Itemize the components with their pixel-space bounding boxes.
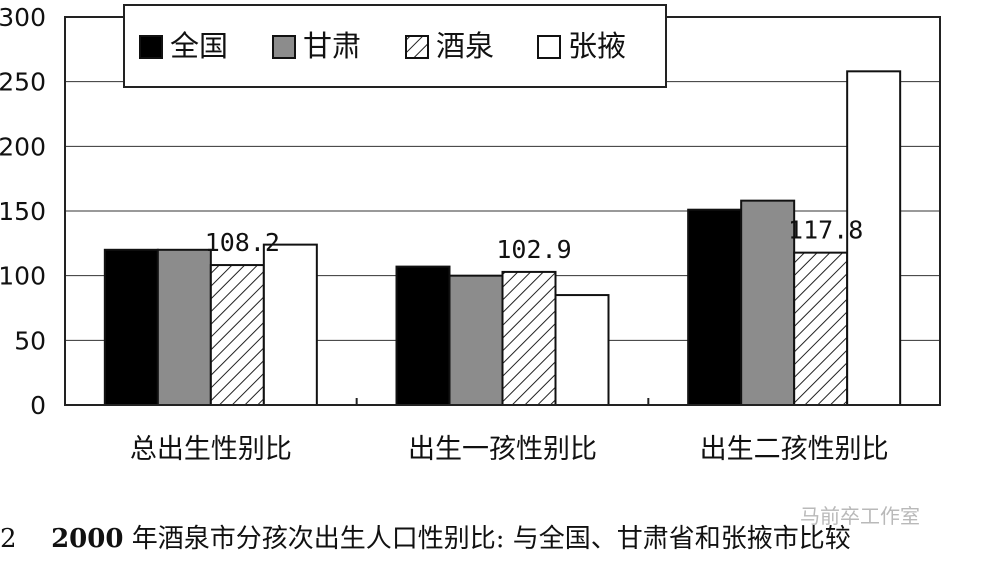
legend-swatch [139,35,163,59]
legend-swatch [405,35,429,59]
bar [209,264,265,406]
bar [448,274,504,406]
bar [156,248,212,406]
x-category-label: 总出生性别比 [130,434,292,465]
legend-swatch [537,35,561,59]
y-axis-ticks: 0 50 100 150 200 250 300 [0,3,46,420]
data-label: 117.8 [788,216,863,245]
bar [501,270,557,406]
bars [103,70,902,407]
legend-label: 酒泉 [436,29,494,63]
y-tick-label: 0 [30,391,46,420]
figure-caption: 2 2000 年酒泉市分孩次出生人口性别比: 与全国、甘肃省和张掖市比较 [0,518,851,558]
caption-text: 年酒泉市分孩次出生人口性别比: 与全国、甘肃省和张掖市比较 [131,524,851,554]
legend-swatch [272,35,296,59]
bar-chart: 0 50 100 150 200 250 300 108.2 102.9 117.8 总出生性别… [0,3,941,465]
legend: 全国 甘肃 酒泉 张掖 [123,4,667,88]
data-label: 102.9 [496,235,571,264]
bar [846,70,902,406]
watermark-text: 马前卒工作室 [800,504,920,528]
x-category-label: 出生二孩性别比 [700,434,889,465]
bar [262,243,318,406]
data-labels: 108.2 102.9 117.8 [205,216,864,264]
legend-box [123,4,667,88]
caption-year: 2000 [51,524,124,554]
y-tick-label: 50 [14,326,46,355]
y-tick-label: 250 [0,68,46,97]
x-axis-labels: 总出生性别比 出生一孩性别比 出生二孩性别比 [130,398,889,465]
x-category-label: 出生一孩性别比 [408,434,597,465]
bar [793,251,849,406]
bar [395,265,451,407]
data-label: 108.2 [205,228,280,257]
bar [554,294,610,407]
y-tick-label: 100 [0,262,46,291]
y-tick-label: 300 [0,3,46,32]
bar [103,248,159,406]
bar [740,199,796,406]
y-tick-label: 200 [0,132,46,161]
bar [687,208,743,406]
legend-label: 甘肃 [303,29,361,63]
legend-label: 张掖 [568,29,626,63]
legend-label: 全国 [170,29,228,63]
y-tick-label: 150 [0,197,46,226]
caption-prefix: 2 [0,524,17,554]
